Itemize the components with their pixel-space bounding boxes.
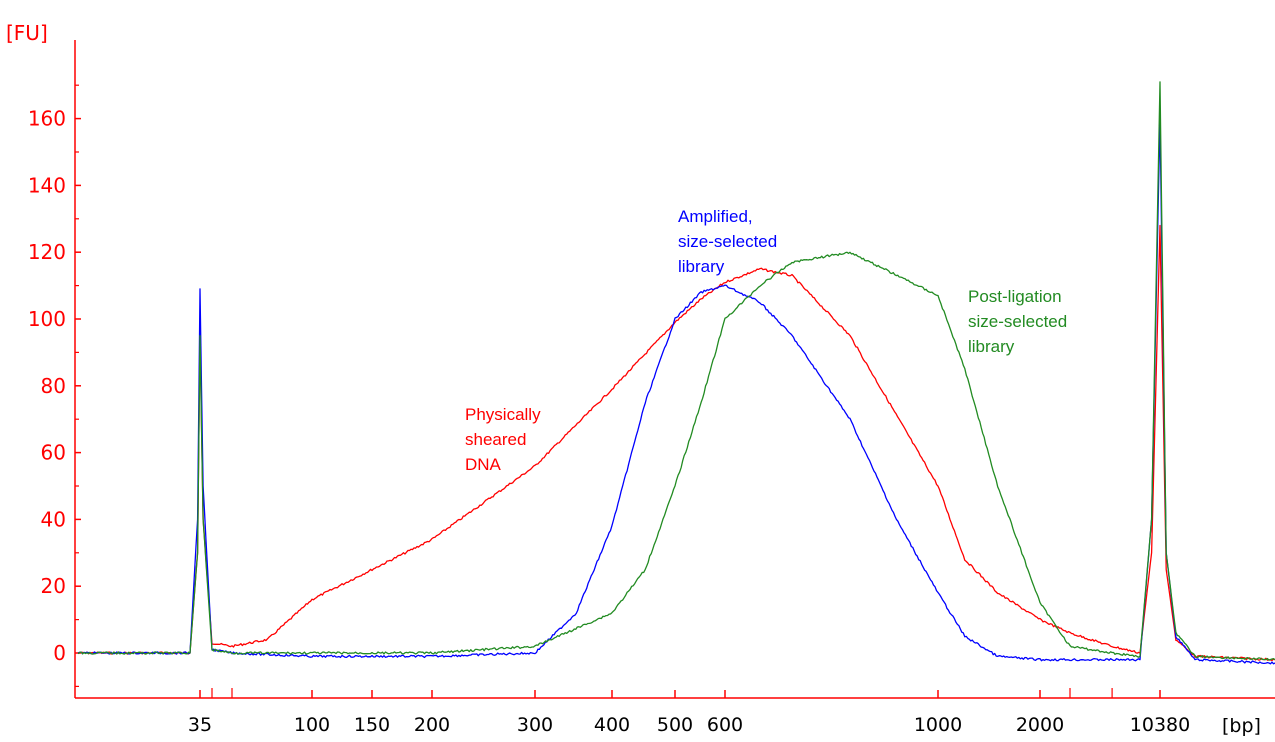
annotation-line: sheared: [465, 430, 526, 449]
x-tick-label: 35: [188, 714, 212, 736]
x-ticks: 35 100 150 200 300 400 500 600 1000 2000 10380: [188, 688, 1190, 736]
annotation-label-3: Post-ligation size-selected library: [968, 287, 1067, 356]
x-tick-label: 600: [707, 714, 743, 736]
x-tick-label: 150: [354, 714, 390, 736]
y-axis-unit-label: [FU]: [6, 21, 48, 45]
annotation-line: DNA: [465, 455, 502, 474]
y-tick-label: 80: [41, 374, 66, 398]
x-tick-label: 400: [594, 714, 630, 736]
annotation-line: Post-ligation: [968, 287, 1062, 306]
y-tick-label: 40: [41, 507, 66, 531]
x-tick-label: 300: [517, 714, 553, 736]
x-tick-label: 100: [294, 714, 330, 736]
y-tick-label: 60: [41, 441, 66, 465]
x-tick-label: 1000: [914, 714, 962, 736]
annotation-label-2: Amplified, size-selected library: [678, 207, 777, 276]
annotation-line: size-selected: [968, 312, 1067, 331]
y-ticks: 0 20 40 60 80 100 120 140 160: [28, 84, 81, 688]
y-tick-label: 120: [28, 240, 66, 264]
annotations-group: Physically sheared DNA Amplified, size-selec…: [465, 207, 1067, 474]
x-tick-label: 2000: [1016, 714, 1064, 736]
y-tick-label: 140: [28, 173, 66, 197]
annotation-line: Amplified,: [678, 207, 753, 226]
x-tick-label: 200: [414, 714, 450, 736]
series-line-3: [77, 81, 1275, 661]
x-axis-unit-label: [bp]: [1222, 715, 1261, 737]
series-line-2: [77, 117, 1275, 665]
y-tick-label: 20: [41, 574, 66, 598]
x-tick-label: 500: [657, 714, 693, 736]
series-group: [77, 81, 1275, 665]
series-line-1: [77, 224, 1275, 662]
y-tick-label: 100: [28, 307, 66, 331]
annotation-line: size-selected: [678, 232, 777, 251]
annotation-line: Physically: [465, 405, 541, 424]
x-tick-label: 10380: [1130, 714, 1190, 736]
annotation-line: library: [968, 337, 1015, 356]
annotation-line: library: [678, 257, 725, 276]
y-tick-label: 0: [53, 641, 66, 665]
annotation-label-1: Physically sheared DNA: [465, 405, 541, 474]
y-tick-label: 160: [28, 107, 66, 131]
